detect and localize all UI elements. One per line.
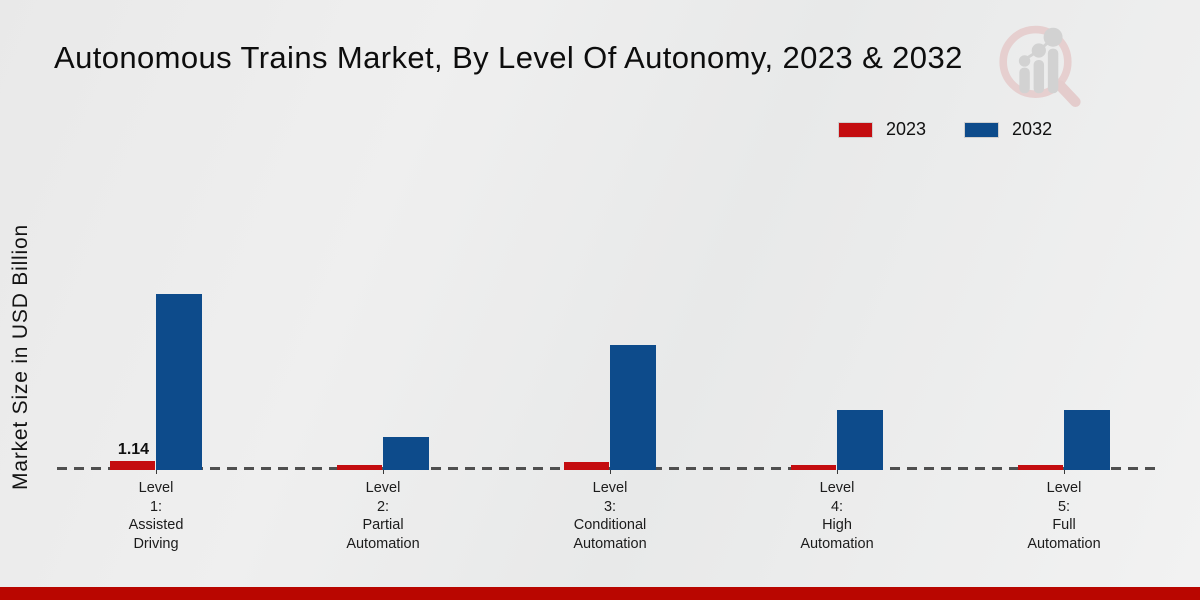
category-label-group-3: Level 3: Conditional Automation <box>573 480 647 552</box>
bar-2032-group-1 <box>156 294 202 470</box>
category-label-group-2: Level 2: Partial Automation <box>346 480 420 552</box>
legend-item-2023: 2023 <box>838 119 926 140</box>
y-axis-label: Market Size in USD Billion <box>9 224 32 490</box>
bar-2023-group-4 <box>791 465 836 470</box>
x-axis-tick-group-4 <box>837 468 838 474</box>
legend-swatch-2032 <box>964 121 1000 138</box>
bar-2032-group-2 <box>383 437 429 470</box>
footer-band <box>0 587 1200 600</box>
chart-title: Autonomous Trains Market, By Level Of Au… <box>54 40 963 75</box>
bar-value-label-2023-group-1: 1.14 <box>117 441 150 458</box>
x-axis-tick-group-1 <box>156 468 157 474</box>
bar-2032-group-3 <box>610 345 656 470</box>
x-axis-tick-group-5 <box>1064 468 1065 474</box>
legend-label-2032: 2032 <box>1012 119 1053 139</box>
x-axis-tick-group-3 <box>610 468 611 474</box>
legend-label-2023: 2023 <box>886 119 927 139</box>
bar-2023-group-5 <box>1018 465 1063 470</box>
magnifier-growth-chart-logo-icon <box>983 22 1088 122</box>
bar-2023-group-1 <box>110 461 155 470</box>
legend-swatch-2023 <box>838 121 873 138</box>
bar-2023-group-3 <box>564 462 609 470</box>
legend-item-2032: 2032 <box>964 119 1052 140</box>
category-label-group-5: Level 5: Full Automation <box>1027 480 1101 552</box>
bar-2032-group-4 <box>837 410 883 470</box>
category-label-group-1: Level 1: Assisted Driving <box>128 480 184 552</box>
x-axis-tick-group-2 <box>383 468 384 474</box>
bar-2032-group-5 <box>1064 410 1110 470</box>
category-label-group-4: Level 4: High Automation <box>800 480 874 552</box>
bar-2023-group-2 <box>337 465 382 470</box>
legend: 2023 2032 <box>838 119 1052 140</box>
